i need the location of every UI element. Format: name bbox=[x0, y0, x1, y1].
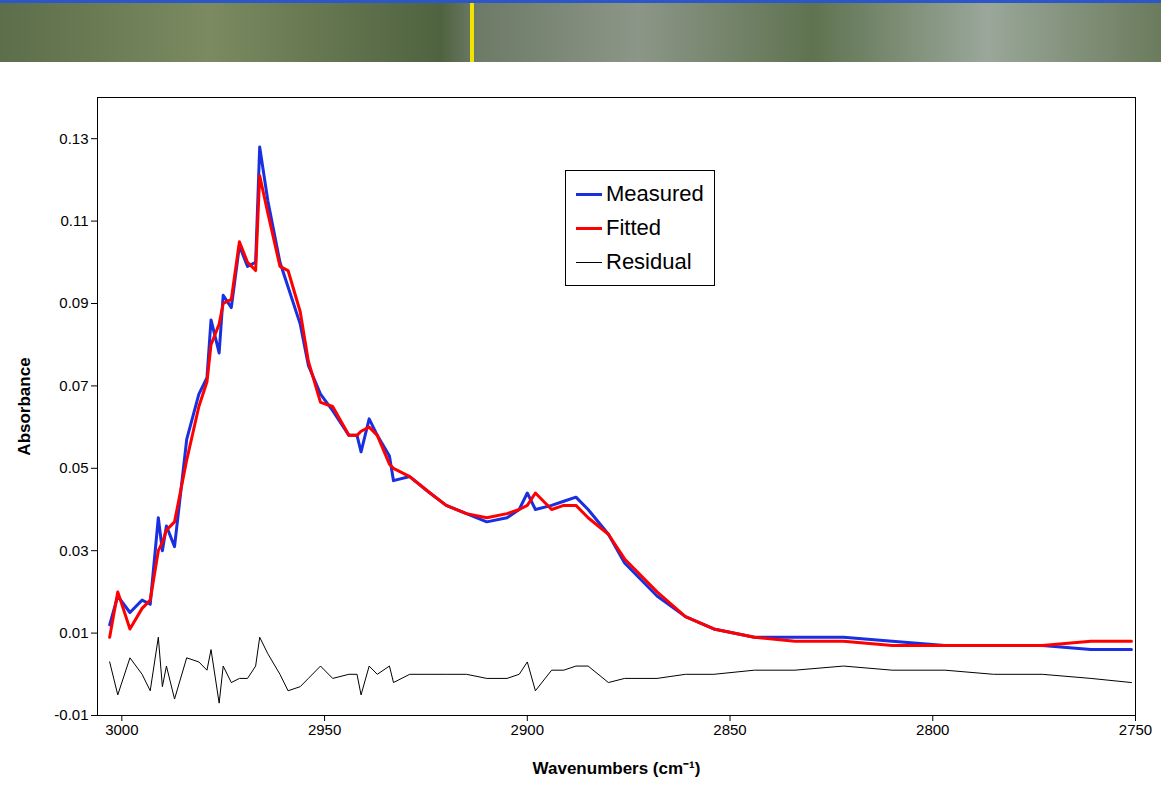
html-text:Residual: Residual bbox=[606, 249, 692, 274]
svg-text:2750: 2750 bbox=[1119, 721, 1152, 738]
svg-text:3000: 3000 bbox=[105, 721, 138, 738]
svg-text:Absorbance: Absorbance bbox=[15, 357, 34, 455]
svg-text:0.01: 0.01 bbox=[59, 624, 88, 641]
svg-text:2850: 2850 bbox=[713, 721, 746, 738]
svg-text:0.13: 0.13 bbox=[59, 130, 88, 147]
html-text:Fitted: Fitted bbox=[606, 215, 661, 240]
html-text:Measured: Measured bbox=[606, 181, 704, 206]
svg-text:-0.01: -0.01 bbox=[54, 706, 88, 723]
svg-text:0.05: 0.05 bbox=[59, 459, 88, 476]
svg-text:2800: 2800 bbox=[916, 721, 949, 738]
svg-text:0.03: 0.03 bbox=[59, 542, 88, 559]
svg-text:0.11: 0.11 bbox=[60, 212, 88, 229]
svg-text:0.07: 0.07 bbox=[59, 377, 88, 394]
svg-text:2900: 2900 bbox=[511, 721, 544, 738]
svg-text:Wavenumbers (cm⁻¹): Wavenumbers (cm⁻¹) bbox=[533, 759, 701, 778]
svg-text:0.09: 0.09 bbox=[59, 294, 88, 311]
svg-text:2950: 2950 bbox=[308, 721, 341, 738]
